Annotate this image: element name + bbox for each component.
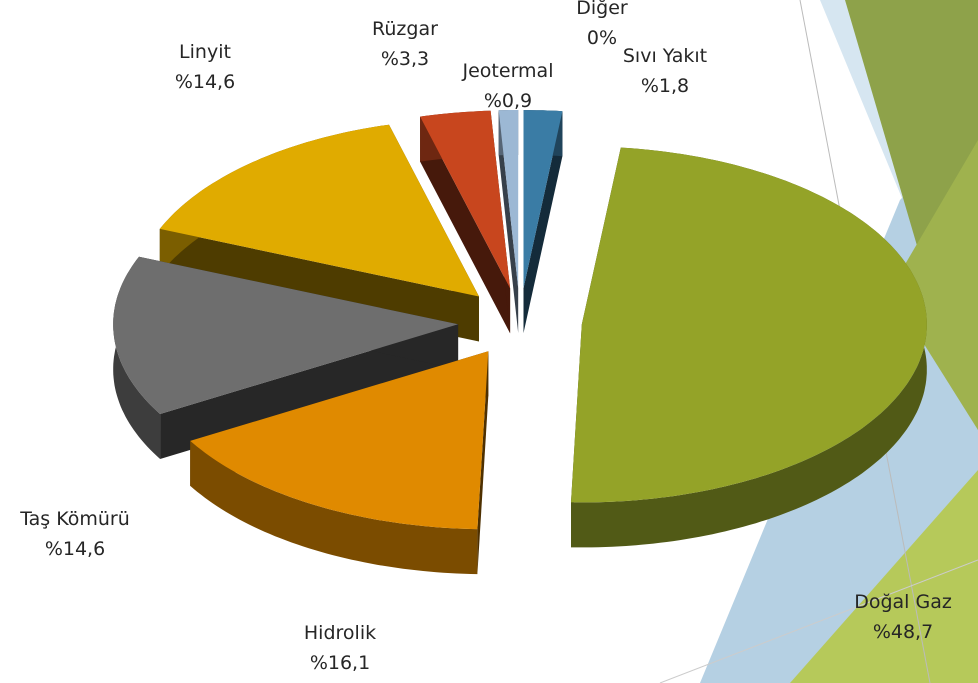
category-label: Jeotermal	[462, 60, 554, 82]
category-label: Linyit	[179, 41, 231, 63]
category-label: Sıvı Yakıt	[623, 45, 707, 67]
value-label: %0,9	[484, 90, 532, 112]
bg-shape	[890, 140, 978, 430]
slice-top	[159, 124, 480, 297]
slice	[571, 147, 927, 548]
category-label: Rüzgar	[372, 18, 438, 40]
value-label: %16,1	[310, 652, 370, 674]
value-label: %14,6	[175, 71, 235, 93]
slice-top	[498, 110, 519, 288]
bg-shape	[790, 470, 978, 683]
slice-wall	[523, 111, 563, 334]
pie	[113, 110, 927, 575]
slice-top	[523, 110, 563, 289]
slice-top	[420, 110, 511, 289]
value-label: %1,8	[641, 75, 689, 97]
slice	[420, 110, 511, 334]
category-label: Diğer	[576, 0, 628, 19]
slice-top	[190, 351, 489, 530]
value-label: %48,7	[873, 621, 933, 643]
value-label: %3,3	[381, 48, 429, 70]
slice-wall	[477, 351, 489, 575]
bg-line	[659, 559, 978, 683]
labels: Sıvı Yakıt %1,8 Doğal Gaz %48,7 Hidrolik %16,…	[19, 0, 952, 674]
category-label: Doğal Gaz	[854, 591, 952, 613]
value-label: %14,6	[45, 538, 105, 560]
slice-wall	[498, 110, 519, 333]
slice	[498, 110, 519, 333]
category-label: Hidrolik	[304, 622, 376, 644]
slice-wall	[420, 116, 511, 334]
category-label: Taş Kömürü	[19, 508, 130, 530]
slice-wall	[160, 324, 459, 459]
slice	[190, 351, 489, 575]
value-label: 0%	[587, 27, 617, 49]
slice	[113, 256, 459, 459]
slice-side	[190, 440, 478, 575]
slice-top	[113, 256, 459, 414]
slice	[523, 110, 563, 334]
slice-top	[571, 147, 927, 503]
